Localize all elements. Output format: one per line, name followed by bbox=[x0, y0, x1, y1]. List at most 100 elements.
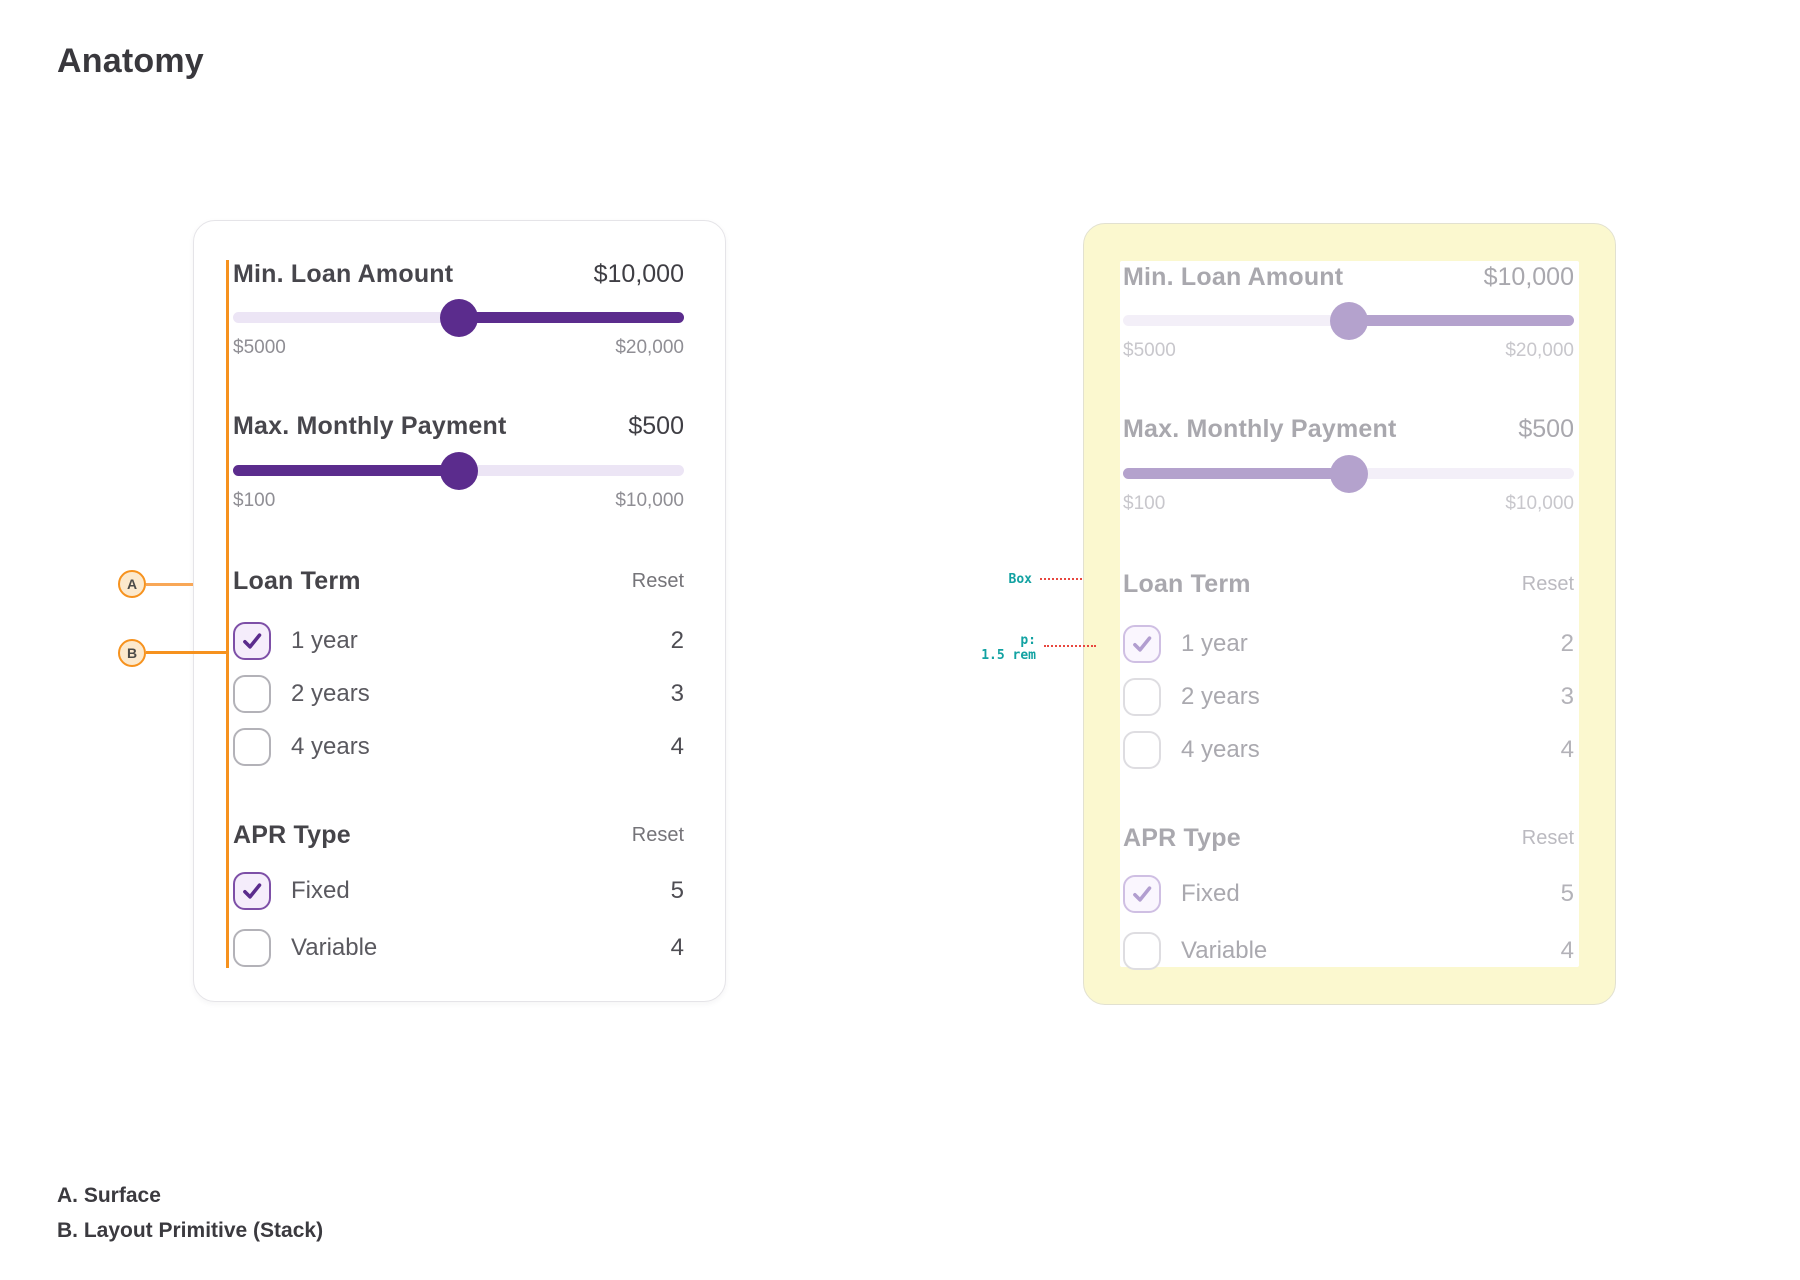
option-count: 3 bbox=[1560, 683, 1574, 710]
option-label: 2 years bbox=[1181, 683, 1260, 710]
slider-value: $500 bbox=[1518, 414, 1574, 443]
min-loan-slider-track[interactable] bbox=[1123, 301, 1574, 340]
slider-value: $500 bbox=[628, 411, 684, 440]
box-content-surface bbox=[1120, 261, 1579, 967]
option-count: 5 bbox=[670, 877, 684, 904]
slider-thumb[interactable] bbox=[439, 451, 478, 490]
slider-header-row: Max. Monthly Payment $500 bbox=[1123, 413, 1574, 445]
slider-header-row: Min. Loan Amount $10,000 bbox=[1123, 261, 1574, 293]
spec-padding-property: p: bbox=[1020, 633, 1036, 648]
spec-line-box bbox=[1040, 578, 1082, 580]
filter-panel-faded: Min. Loan Amount $10,000 $5000 $20,000 M… bbox=[1083, 223, 1616, 1005]
min-loan-slider-track[interactable] bbox=[233, 298, 684, 337]
reset-button[interactable]: Reset bbox=[631, 569, 684, 592]
option-count: 4 bbox=[670, 934, 684, 961]
slider-value: $10,000 bbox=[593, 259, 684, 288]
annotation-line-a bbox=[146, 583, 193, 586]
reset-button[interactable]: Reset bbox=[631, 823, 684, 846]
reset-button[interactable]: Reset bbox=[1521, 572, 1574, 595]
slider-range-labels: $100 $10,000 bbox=[1123, 491, 1574, 517]
option-label: 2 years bbox=[291, 680, 370, 707]
checkbox-2-years[interactable] bbox=[1123, 678, 1161, 716]
checkmark-icon bbox=[243, 633, 262, 649]
checkmark-icon bbox=[1133, 886, 1152, 902]
option-count: 2 bbox=[670, 627, 684, 654]
checkbox-2-years[interactable] bbox=[233, 675, 271, 713]
filter-option-row: Variable 4 bbox=[1123, 932, 1574, 970]
filter-option-row: Fixed 5 bbox=[233, 872, 684, 910]
option-label: 4 years bbox=[1181, 736, 1260, 763]
slider-thumb[interactable] bbox=[1329, 454, 1368, 493]
slider-max-label: $10,000 bbox=[1505, 493, 1574, 514]
option-label: 1 year bbox=[1181, 630, 1248, 657]
checkbox-1-year[interactable] bbox=[1123, 625, 1161, 663]
option-count: 5 bbox=[1560, 880, 1574, 907]
filter-option-row: 4 years 4 bbox=[233, 728, 684, 766]
slider-header-row: Min. Loan Amount $10,000 bbox=[233, 258, 684, 290]
slider-max-label: $20,000 bbox=[1505, 340, 1574, 361]
reset-button[interactable]: Reset bbox=[1521, 826, 1574, 849]
group-title: Loan Term bbox=[1123, 569, 1251, 598]
group-title: APR Type bbox=[1123, 823, 1241, 852]
option-count: 2 bbox=[1560, 630, 1574, 657]
slider-min-label: $5000 bbox=[233, 337, 286, 358]
checkbox-variable[interactable] bbox=[233, 929, 271, 967]
slider-range-labels: $5000 $20,000 bbox=[1123, 338, 1574, 364]
checkbox-fixed[interactable] bbox=[233, 872, 271, 910]
checkbox-4-years[interactable] bbox=[233, 728, 271, 766]
filter-option-row: 2 years 3 bbox=[233, 675, 684, 713]
stack-indicator-line bbox=[226, 260, 229, 968]
checkmark-icon bbox=[243, 883, 262, 899]
slider-fill bbox=[458, 312, 684, 323]
option-count: 4 bbox=[1560, 937, 1574, 964]
checkbox-1-year[interactable] bbox=[233, 622, 271, 660]
filter-option-row: 1 year 2 bbox=[1123, 625, 1574, 663]
slider-range-labels: $100 $10,000 bbox=[233, 488, 684, 514]
group-title: Loan Term bbox=[233, 566, 361, 595]
filter-panel-content: Min. Loan Amount $10,000 $5000 $20,000 M… bbox=[233, 221, 684, 1001]
legend-item-a: A. Surface bbox=[57, 1184, 161, 1207]
option-label: Fixed bbox=[1181, 880, 1240, 907]
legend: A. Surface B. Layout Primitive (Stack) bbox=[57, 1178, 323, 1248]
slider-label: Max. Monthly Payment bbox=[1123, 414, 1397, 443]
annotation-line-b bbox=[146, 651, 226, 654]
option-count: 3 bbox=[670, 680, 684, 707]
slider-max-label: $20,000 bbox=[615, 337, 684, 358]
slider-fill bbox=[1123, 468, 1349, 479]
checkbox-variable[interactable] bbox=[1123, 932, 1161, 970]
filter-option-row: 4 years 4 bbox=[1123, 731, 1574, 769]
option-count: 4 bbox=[1560, 736, 1574, 763]
slider-thumb[interactable] bbox=[439, 298, 478, 337]
checkbox-4-years[interactable] bbox=[1123, 731, 1161, 769]
option-label: 4 years bbox=[291, 733, 370, 760]
filter-option-row: 2 years 3 bbox=[1123, 678, 1574, 716]
filter-panel: Min. Loan Amount $10,000 $5000 $20,000 M… bbox=[193, 220, 726, 1002]
option-count: 4 bbox=[670, 733, 684, 760]
filter-group-header: Loan Term Reset bbox=[1123, 568, 1574, 600]
checkbox-fixed[interactable] bbox=[1123, 875, 1161, 913]
spec-label-padding: p: 1.5 rem bbox=[950, 633, 1036, 663]
slider-min-label: $100 bbox=[1123, 493, 1166, 514]
spec-label-box: Box bbox=[1008, 572, 1032, 587]
slider-max-label: $10,000 bbox=[615, 490, 684, 511]
checkmark-icon bbox=[1133, 636, 1152, 652]
filter-option-row: Fixed 5 bbox=[1123, 875, 1574, 913]
option-label: 1 year bbox=[291, 627, 358, 654]
filter-panel-content: Min. Loan Amount $10,000 $5000 $20,000 M… bbox=[1123, 224, 1574, 1004]
max-payment-slider-track[interactable] bbox=[1123, 454, 1574, 493]
slider-min-label: $5000 bbox=[1123, 340, 1176, 361]
max-payment-slider-track[interactable] bbox=[233, 451, 684, 490]
filter-group-header: APR Type Reset bbox=[233, 819, 684, 851]
slider-fill bbox=[1348, 315, 1574, 326]
legend-item-b: B. Layout Primitive (Stack) bbox=[57, 1219, 324, 1242]
slider-value: $10,000 bbox=[1483, 262, 1574, 291]
option-label: Variable bbox=[291, 934, 378, 961]
spec-line-padding bbox=[1044, 645, 1096, 647]
filter-option-row: Variable 4 bbox=[233, 929, 684, 967]
slider-fill bbox=[233, 465, 459, 476]
group-title: APR Type bbox=[233, 820, 351, 849]
slider-label: Max. Monthly Payment bbox=[233, 411, 507, 440]
slider-thumb[interactable] bbox=[1329, 301, 1368, 340]
slider-min-label: $100 bbox=[233, 490, 276, 511]
